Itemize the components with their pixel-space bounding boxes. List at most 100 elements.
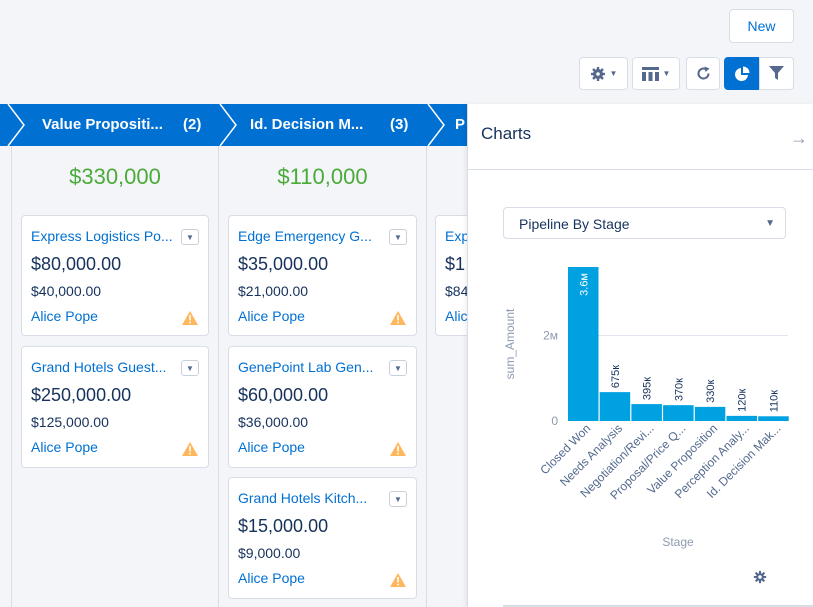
data-label: 370к [673, 378, 685, 401]
column-total: $110,000 [277, 164, 368, 189]
y-tick-label: 2м [543, 328, 558, 342]
data-label: 395к [642, 377, 654, 400]
amount: $35,000.00 [238, 254, 329, 274]
opportunity-card[interactable]: Express Logistics Po... ▼ $80,000.00 $40… [21, 215, 209, 336]
pie-chart-icon [734, 66, 749, 81]
page-header: New ▼ ▼ [0, 0, 813, 104]
expected-revenue: $40,000.00 [31, 283, 102, 299]
expected-revenue: $36,000.00 [238, 414, 309, 430]
chart-bar [631, 404, 662, 421]
card-menu-button[interactable]: ▼ [389, 229, 407, 245]
gear-icon [590, 66, 605, 81]
data-label: 120к [737, 389, 749, 412]
panel-divider [503, 605, 813, 607]
chart-bar [694, 406, 726, 421]
card-menu-button[interactable]: ▼ [389, 360, 407, 376]
data-label: 330к [705, 380, 717, 403]
filter-button[interactable] [759, 57, 794, 90]
chevron-down-icon: ▼ [186, 232, 194, 242]
opportunity-card[interactable]: Edge Emergency G... ▼ $35,000.00 $21,000… [228, 215, 417, 336]
expected-revenue: $9,000.00 [238, 545, 301, 561]
stage-count: (3) [390, 116, 409, 133]
stage-header-bar [0, 104, 470, 146]
column-divider [426, 146, 427, 607]
opportunity-name-link[interactable]: GenePoint Lab Gen... [238, 359, 374, 375]
owner-link[interactable]: Alice Pope [31, 439, 98, 455]
chevron-down-icon: ▼ [394, 363, 402, 373]
card-menu-button[interactable]: ▼ [181, 229, 199, 245]
data-label: 110к [768, 390, 780, 413]
settings-menu-button[interactable]: ▼ [579, 57, 628, 90]
stage-count: (2) [183, 116, 202, 133]
amount: $60,000.00 [238, 385, 329, 405]
expected-revenue: $125,000.00 [31, 414, 109, 430]
refresh-icon [697, 66, 710, 80]
new-button[interactable]: New [729, 9, 794, 43]
charts-panel-header: Charts → [468, 104, 813, 170]
panel-title: Charts [481, 124, 532, 143]
table-columns-icon [641, 66, 659, 81]
owner-link[interactable]: Alice Pope [238, 570, 305, 586]
chart-bar [599, 392, 631, 421]
expected-revenue: $84 [445, 283, 469, 299]
close-panel-arrow-icon[interactable]: → [790, 128, 808, 148]
kanban-board: Value Propositi... (2) Id. Decision M...… [0, 104, 813, 607]
opportunity-name-link[interactable]: Express Logistics Po... [31, 228, 173, 244]
amount: $1 [445, 254, 466, 274]
chart-bar [568, 267, 599, 421]
stage-name: P [455, 116, 466, 133]
warning-icon[interactable] [182, 442, 198, 456]
opportunity-name-link[interactable]: Edge Emergency G... [238, 228, 372, 244]
opportunity-name-link[interactable]: Exp [445, 228, 470, 244]
opportunity-card[interactable]: GenePoint Lab Gen... ▼ $60,000.00 $36,00… [228, 346, 417, 468]
column-total: $330,000 [69, 164, 161, 189]
card-menu-button[interactable]: ▼ [181, 360, 199, 376]
chevron-down-icon: ▼ [765, 218, 775, 229]
owner-link[interactable]: Alice Pope [238, 308, 305, 324]
chevron-down-icon: ▼ [186, 363, 194, 373]
stage-chevron-icon [7, 104, 25, 146]
opportunity-name-link[interactable]: Grand Hotels Guest... [31, 359, 167, 375]
data-label: 3.6м [578, 273, 590, 296]
charts-toggle-button[interactable] [724, 57, 759, 90]
warning-icon[interactable] [390, 573, 406, 587]
stage-chevron-icon [427, 104, 445, 146]
column-divider [11, 146, 12, 607]
chart-settings-gear-icon[interactable] [753, 570, 767, 587]
display-as-button[interactable]: ▼ [632, 57, 680, 90]
warning-icon[interactable] [390, 311, 406, 325]
data-label: 675к [610, 365, 622, 388]
warning-icon[interactable] [182, 311, 198, 325]
stage-chevron-icon [219, 104, 237, 146]
opportunity-card[interactable]: Grand Hotels Guest... ▼ $250,000.00 $125… [21, 346, 209, 468]
stage-name: Id. Decision M... [250, 116, 364, 133]
charts-panel: Charts → Pipeline By Stage ▼ 0 2м 3.6м Clos… [467, 104, 813, 607]
opportunity-name-link[interactable]: Grand Hotels Kitch... [238, 490, 368, 506]
column-divider [218, 146, 219, 607]
chart-bar [726, 415, 757, 421]
owner-link[interactable]: Alice Pope [31, 308, 98, 324]
opportunity-card[interactable]: Grand Hotels Kitch... ▼ $15,000.00 $9,00… [228, 477, 417, 599]
selected-chart-label: Pipeline By Stage [519, 216, 630, 232]
chart-bar [663, 405, 694, 421]
stage-name: Value Propositi... [42, 116, 163, 133]
chevron-down-icon: ▼ [662, 69, 671, 78]
y-axis-title: sum_Amount [503, 308, 517, 379]
owner-link[interactable]: Alice Pope [238, 439, 305, 455]
amount: $15,000.00 [238, 516, 329, 536]
amount: $80,000.00 [31, 254, 122, 274]
refresh-button[interactable] [686, 57, 720, 90]
warning-icon[interactable] [390, 442, 406, 456]
chevron-down-icon: ▼ [609, 69, 618, 78]
owner-link[interactable]: Alic [445, 308, 468, 324]
filter-icon [769, 66, 784, 80]
expected-revenue: $21,000.00 [238, 283, 309, 299]
y-tick-label: 0 [551, 414, 558, 428]
card-menu-button[interactable]: ▼ [389, 491, 407, 507]
chevron-down-icon: ▼ [394, 494, 402, 504]
chart-select[interactable]: Pipeline By Stage ▼ [503, 207, 786, 239]
amount: $250,000.00 [31, 385, 132, 405]
chevron-down-icon: ▼ [394, 232, 402, 242]
x-axis-title: Stage [662, 535, 694, 549]
